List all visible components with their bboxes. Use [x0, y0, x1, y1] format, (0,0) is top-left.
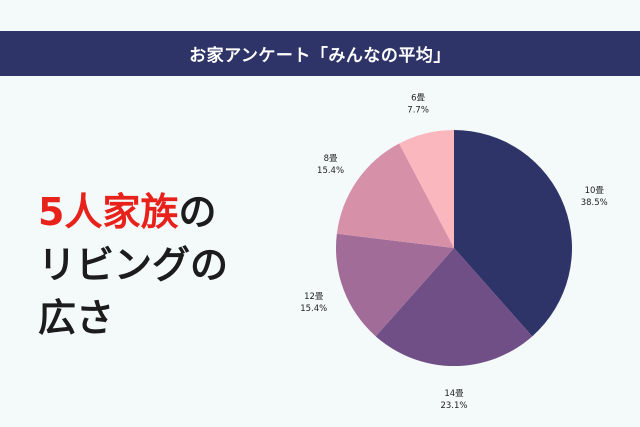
slice-label-1: 14畳: [444, 389, 464, 399]
slice-percent-1: 23.1%: [440, 401, 467, 411]
headline-line-1: 5人家族の: [38, 186, 228, 239]
headline-line-2: リビングの: [38, 243, 229, 287]
pie-slice-2: [336, 233, 454, 337]
banner-title: お家アンケート「みんなの平均」: [189, 46, 451, 66]
slice-label-2: 12畳: [304, 292, 324, 302]
headline-line-1-rest: の: [178, 190, 217, 234]
headline: 5人家族の リビングの 広さ: [38, 186, 228, 345]
slice-percent-0: 38.5%: [581, 198, 608, 208]
pie-slice-1: [375, 248, 533, 366]
slice-label-4: 6畳: [411, 93, 425, 103]
slice-percent-4: 7.7%: [407, 105, 429, 115]
pie-slice-3: [336, 143, 454, 248]
pie-slice-4: [399, 130, 454, 248]
slice-label-0: 10畳: [585, 186, 605, 196]
slice-percent-2: 15.4%: [300, 304, 327, 314]
header-banner: お家アンケート「みんなの平均」: [0, 31, 640, 76]
slice-percent-3: 15.4%: [317, 166, 344, 176]
slice-label-3: 8畳: [324, 154, 338, 164]
headline-accent: 5人家族: [38, 190, 179, 234]
headline-line-3: 広さ: [38, 296, 115, 340]
pie-slice-0: [454, 130, 572, 337]
